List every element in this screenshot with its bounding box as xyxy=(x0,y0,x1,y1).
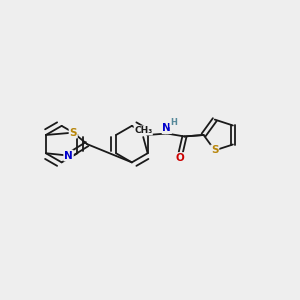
Text: H: H xyxy=(170,118,177,127)
Text: S: S xyxy=(70,128,77,138)
Text: CH₃: CH₃ xyxy=(134,126,152,135)
Text: N: N xyxy=(64,151,73,160)
Text: N: N xyxy=(162,123,171,133)
Text: S: S xyxy=(211,146,218,155)
Text: O: O xyxy=(176,153,184,163)
